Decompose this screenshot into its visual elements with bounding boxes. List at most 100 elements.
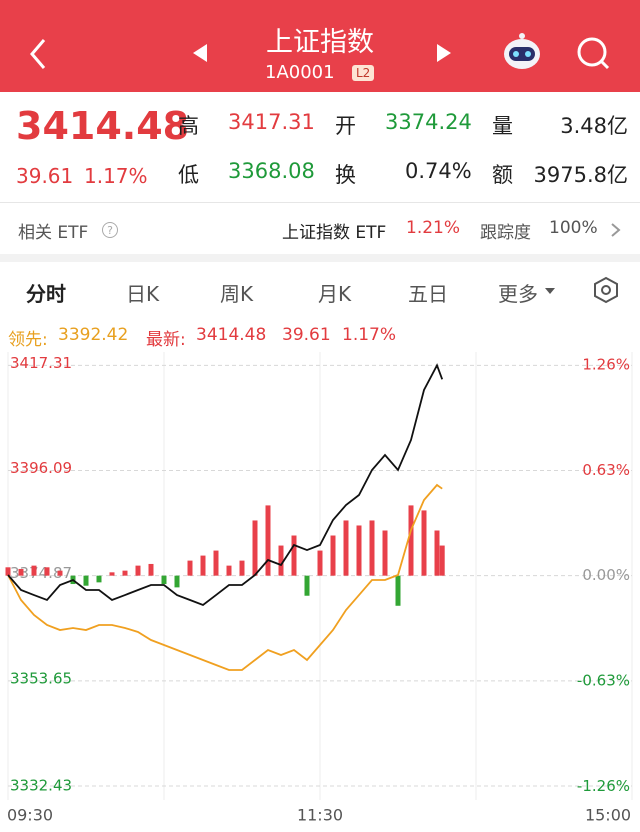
etf-label: 相关 ETF bbox=[18, 223, 89, 243]
tracking-value: 100% bbox=[549, 218, 598, 238]
indicator-bar bbox=[109, 572, 115, 576]
indicator-bar bbox=[226, 565, 232, 576]
indicator-bar bbox=[57, 570, 63, 576]
indicator-bar bbox=[408, 505, 414, 576]
intraday-chart: 09:30 11:30 15:00 3417.31 3396.09 3374.87 3353… bbox=[5, 352, 633, 825]
back-button[interactable] bbox=[30, 39, 46, 69]
tab[interactable]: 分时 bbox=[26, 282, 66, 306]
settings-button[interactable] bbox=[590, 274, 622, 306]
tab[interactable]: 日K bbox=[126, 282, 160, 306]
y-tick-label: 3396.09 bbox=[10, 459, 72, 477]
indicator-bar bbox=[18, 568, 24, 576]
header-bar: 上证指数 1A0001 L2 bbox=[0, 0, 640, 92]
latest-change-pct: 1.17% bbox=[342, 325, 397, 345]
tracking-label: 跟踪度 bbox=[480, 223, 531, 243]
prev-button[interactable] bbox=[193, 44, 207, 62]
indicator-bar bbox=[187, 560, 193, 576]
svg-text:?: ? bbox=[107, 224, 113, 237]
indicator-bar bbox=[317, 550, 323, 576]
y2-tick-label: 1.26% bbox=[582, 355, 630, 373]
indicator-bar bbox=[439, 545, 445, 576]
price-line bbox=[7, 363, 444, 607]
indicator-bar bbox=[5, 567, 11, 576]
tab[interactable]: 五日 bbox=[408, 282, 448, 306]
code: 1A0001 bbox=[265, 62, 335, 83]
indicator-bar bbox=[83, 575, 89, 586]
indicator-bar bbox=[148, 563, 154, 576]
y2-tick-label: -1.26% bbox=[577, 777, 630, 795]
indicator-bar bbox=[343, 520, 349, 576]
indicator-bar bbox=[122, 570, 128, 576]
y2-tick-label: -0.63% bbox=[577, 672, 630, 690]
indicator-bar bbox=[31, 565, 37, 576]
latest-change: 39.61 bbox=[282, 325, 331, 345]
x-tick-label: 11:30 bbox=[297, 806, 343, 825]
etf-name[interactable]: 上证指数 ETF bbox=[282, 223, 387, 243]
stat-label: 量 bbox=[492, 114, 513, 138]
tab[interactable]: 月K bbox=[318, 282, 352, 306]
stat-label: 低 bbox=[178, 163, 199, 187]
search-button[interactable] bbox=[577, 37, 610, 70]
indicator-bar bbox=[395, 575, 401, 606]
badge: L2 bbox=[352, 65, 375, 81]
indicator-bar bbox=[161, 575, 167, 585]
stat-label: 开 bbox=[335, 114, 356, 138]
indicator-bar bbox=[239, 560, 245, 576]
stat-value: 3368.08 bbox=[228, 159, 315, 183]
indicator-bar bbox=[278, 545, 284, 576]
y-tick-label: 3374.87 bbox=[10, 564, 72, 582]
latest-value: 3414.48 bbox=[196, 325, 267, 345]
indicator-bar bbox=[369, 520, 375, 576]
tab[interactable]: 周K bbox=[220, 282, 254, 306]
title: 上证指数 bbox=[266, 27, 374, 58]
stat-value: 0.74% bbox=[405, 159, 472, 183]
stat-label: 高 bbox=[178, 114, 199, 138]
change: 39.61 bbox=[16, 164, 74, 188]
y2-tick-label: 0.63% bbox=[582, 461, 630, 479]
indicator-bar bbox=[382, 530, 388, 576]
stat-value: 3374.24 bbox=[385, 110, 472, 134]
stat-value: 3.48亿 bbox=[560, 114, 628, 138]
x-tick-label: 09:30 bbox=[7, 806, 53, 825]
y2-tick-label: 0.00% bbox=[582, 566, 630, 584]
stat-label: 换 bbox=[335, 163, 356, 187]
stat-value: 3417.31 bbox=[228, 110, 315, 134]
lead-value: 3392.42 bbox=[58, 325, 129, 345]
indicator-bar bbox=[44, 567, 50, 576]
indicator-bar bbox=[434, 530, 440, 576]
price: 3414.48 bbox=[16, 104, 190, 148]
price-line bbox=[7, 483, 443, 671]
indicator-bar bbox=[421, 510, 427, 576]
x-tick-label: 15:00 bbox=[585, 806, 631, 825]
assistant-icon[interactable] bbox=[504, 33, 540, 69]
latest-label: 最新: bbox=[146, 330, 186, 350]
tab[interactable]: 更多 bbox=[498, 282, 538, 306]
change-pct: 1.17% bbox=[84, 164, 148, 188]
dropdown-icon bbox=[545, 288, 555, 294]
indicator-bar bbox=[330, 535, 336, 576]
indicator-bar bbox=[200, 555, 206, 576]
indicator-bar bbox=[174, 575, 180, 588]
header-icons bbox=[30, 33, 610, 70]
y-tick-label: 3417.31 bbox=[10, 354, 72, 372]
indicator-bar bbox=[96, 575, 102, 583]
y-tick-label: 3353.65 bbox=[10, 669, 72, 687]
etf-change: 1.21% bbox=[406, 218, 461, 238]
indicator-bar bbox=[252, 520, 258, 576]
indicator-bar bbox=[304, 575, 310, 596]
next-button[interactable] bbox=[437, 44, 451, 62]
indicator-bar bbox=[291, 535, 297, 576]
indicator-bar bbox=[135, 565, 141, 576]
lead-label: 领先: bbox=[8, 330, 48, 350]
indicator-bar bbox=[213, 550, 219, 576]
help-icon[interactable]: ? bbox=[100, 220, 120, 240]
stat-label: 额 bbox=[492, 163, 513, 187]
indicator-bar bbox=[265, 505, 271, 576]
indicator-bar bbox=[356, 525, 362, 576]
separator bbox=[0, 254, 640, 262]
divider bbox=[0, 202, 640, 203]
chevron[interactable] bbox=[608, 221, 624, 239]
y-tick-label: 3332.43 bbox=[10, 776, 72, 794]
stat-value: 3975.8亿 bbox=[533, 163, 628, 187]
